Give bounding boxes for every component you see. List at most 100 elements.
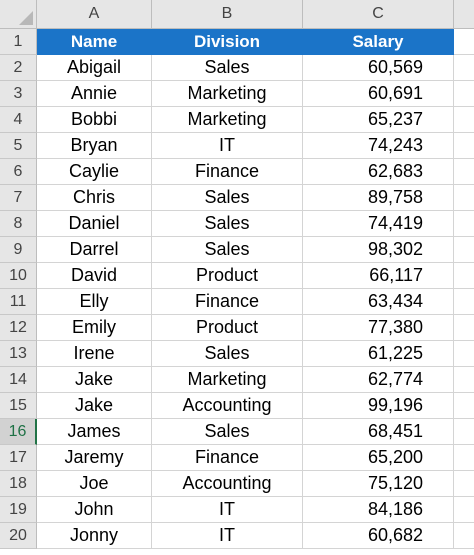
row-header[interactable]: 6 [0,159,37,185]
cell-salary[interactable]: 62,774 [303,367,454,393]
cell-division[interactable]: Product [152,263,303,289]
row-header[interactable]: 11 [0,289,37,315]
row-filler [454,393,474,419]
cell-salary[interactable]: 65,200 [303,445,454,471]
row-filler [454,159,474,185]
cell-name[interactable]: Annie [37,81,152,107]
cell-name[interactable]: Irene [37,341,152,367]
cell-salary[interactable]: 84,186 [303,497,454,523]
row-filler [454,55,474,81]
row-filler [454,289,474,315]
cell-division[interactable]: Finance [152,445,303,471]
cell-name[interactable]: Joe [37,471,152,497]
row-header[interactable]: 3 [0,81,37,107]
cell-division[interactable]: IT [152,497,303,523]
row-filler [454,341,474,367]
row-header[interactable]: 15 [0,393,37,419]
cell-name[interactable]: John [37,497,152,523]
cell-division[interactable]: Sales [152,211,303,237]
cell-salary[interactable]: 68,451 [303,419,454,445]
row-header[interactable]: 16 [0,419,37,445]
row-header[interactable]: 14 [0,367,37,393]
cell-name[interactable]: Darrel [37,237,152,263]
column-header-a[interactable]: A [37,0,152,29]
row-header[interactable]: 12 [0,315,37,341]
cell-salary[interactable]: 99,196 [303,393,454,419]
cell-salary[interactable]: 65,237 [303,107,454,133]
cell-name[interactable]: Bryan [37,133,152,159]
cell-salary[interactable]: 60,691 [303,81,454,107]
cell-name[interactable]: Jaremy [37,445,152,471]
cell-division[interactable]: Marketing [152,81,303,107]
cell-division[interactable]: Marketing [152,367,303,393]
cell-name[interactable]: Jake [37,393,152,419]
cell-salary[interactable]: 60,682 [303,523,454,549]
row-header[interactable]: 8 [0,211,37,237]
row-header[interactable]: 2 [0,55,37,81]
row-header-1[interactable]: 1 [0,29,37,55]
header-cell-division[interactable]: Division [152,29,303,55]
column-header-c[interactable]: C [303,0,454,29]
row-filler [454,29,474,55]
cell-division[interactable]: Finance [152,289,303,315]
cell-name[interactable]: Jake [37,367,152,393]
row-filler [454,445,474,471]
row-header[interactable]: 10 [0,263,37,289]
row-filler [454,133,474,159]
row-header[interactable]: 9 [0,237,37,263]
cell-salary[interactable]: 75,120 [303,471,454,497]
cell-salary[interactable]: 61,225 [303,341,454,367]
cell-salary[interactable]: 66,117 [303,263,454,289]
cell-name[interactable]: Elly [37,289,152,315]
row-header[interactable]: 7 [0,185,37,211]
cell-division[interactable]: Sales [152,341,303,367]
row-header[interactable]: 18 [0,471,37,497]
cell-salary[interactable]: 98,302 [303,237,454,263]
row-filler [454,81,474,107]
cell-division[interactable]: IT [152,133,303,159]
cell-name[interactable]: David [37,263,152,289]
cell-division[interactable]: Accounting [152,393,303,419]
cell-division[interactable]: Accounting [152,471,303,497]
cell-salary[interactable]: 89,758 [303,185,454,211]
header-cell-name[interactable]: Name [37,29,152,55]
cell-name[interactable]: Bobbi [37,107,152,133]
row-filler [454,497,474,523]
cell-division[interactable]: IT [152,523,303,549]
cell-salary[interactable]: 60,569 [303,55,454,81]
cell-division[interactable]: Marketing [152,107,303,133]
row-header[interactable]: 20 [0,523,37,549]
row-filler [454,107,474,133]
row-header[interactable]: 5 [0,133,37,159]
column-header-b[interactable]: B [152,0,303,29]
cell-salary[interactable]: 63,434 [303,289,454,315]
row-header[interactable]: 4 [0,107,37,133]
row-header[interactable]: 19 [0,497,37,523]
cell-division[interactable]: Sales [152,237,303,263]
row-filler [454,367,474,393]
cell-name[interactable]: Jonny [37,523,152,549]
cell-salary[interactable]: 77,380 [303,315,454,341]
cell-name[interactable]: Emily [37,315,152,341]
cell-division[interactable]: Sales [152,185,303,211]
header-cell-salary[interactable]: Salary [303,29,454,55]
cell-division[interactable]: Product [152,315,303,341]
cell-name[interactable]: Abigail [37,55,152,81]
cell-name[interactable]: Daniel [37,211,152,237]
select-all-button[interactable] [0,0,37,29]
cell-division[interactable]: Finance [152,159,303,185]
cell-division[interactable]: Sales [152,419,303,445]
cell-division[interactable]: Sales [152,55,303,81]
row-filler [454,523,474,549]
row-header[interactable]: 17 [0,445,37,471]
row-header[interactable]: 13 [0,341,37,367]
cell-salary[interactable]: 62,683 [303,159,454,185]
cell-name[interactable]: Chris [37,185,152,211]
cell-salary[interactable]: 74,419 [303,211,454,237]
cell-name[interactable]: James [37,419,152,445]
row-filler [454,237,474,263]
cell-name[interactable]: Caylie [37,159,152,185]
row-filler [454,211,474,237]
cell-salary[interactable]: 74,243 [303,133,454,159]
